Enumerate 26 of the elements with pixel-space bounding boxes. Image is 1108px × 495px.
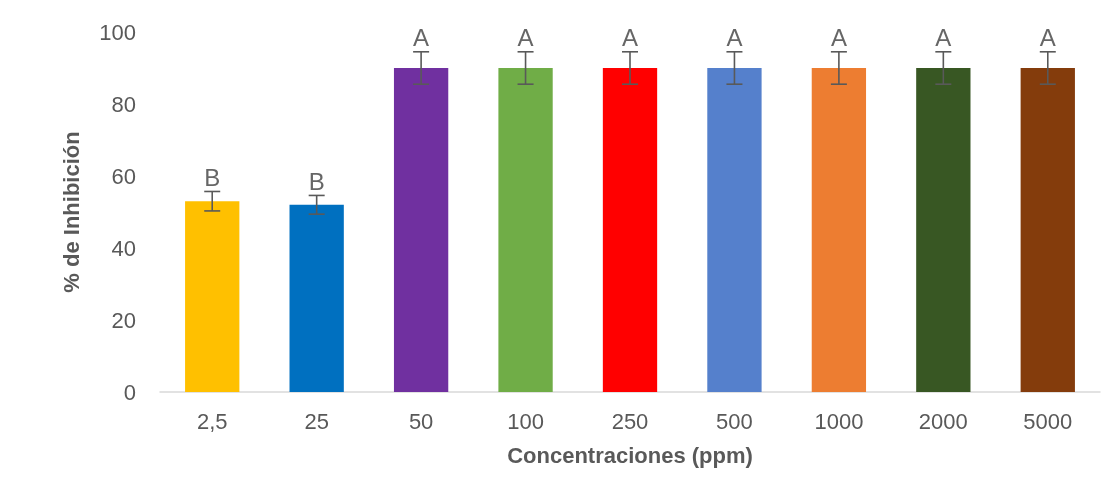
annotation: A [935,24,952,52]
annotation: B [204,163,221,191]
y-tick-label: 40 [111,235,136,261]
x-tick-label: 50 [408,408,434,434]
x-tick-label: 250 [611,408,649,434]
x-tick-label: 2,5 [196,408,228,434]
x-tick-label: 100 [507,408,544,434]
annotation: A [1039,24,1056,52]
annotation: B [308,167,325,195]
annotation: A [621,24,639,52]
x-tick-label: 25 [304,408,329,434]
x-tick-label: 1000 [814,408,864,434]
x-axis-title: Concentraciones (ppm) [507,442,753,468]
x-tick-label: 2000 [918,408,968,434]
y-tick-label: 20 [111,307,136,333]
y-tick-label: 60 [111,163,136,189]
x-tick-label: 5000 [1023,408,1073,434]
annotation: A [830,24,847,52]
annotation: A [726,24,743,52]
y-tick-label: 80 [111,91,136,117]
y-axis-title: % de Inhibición [58,131,84,293]
annotation: A [517,24,534,52]
x-tick-label: 500 [716,408,753,434]
y-tick-label: 100 [99,19,136,45]
y-tick-label: 0 [123,379,136,405]
annotation: A [413,24,430,52]
